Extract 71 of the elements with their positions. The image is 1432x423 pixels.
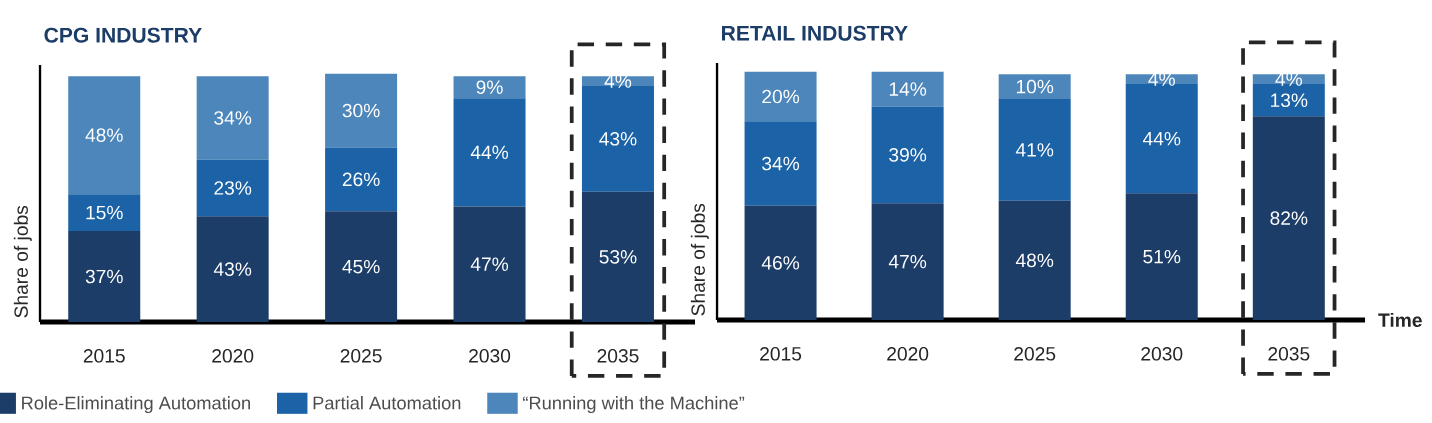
x-tick-label: 2015 <box>83 349 125 363</box>
data-label: 46% <box>761 256 800 270</box>
bar <box>196 216 269 322</box>
x-axis-title: Time <box>1378 312 1422 328</box>
data-label: 14% <box>889 82 927 96</box>
data-label: 44% <box>1142 131 1181 146</box>
bar <box>744 71 817 122</box>
x-tick-label: 2035 <box>597 349 639 363</box>
data-label: 13% <box>1271 93 1308 108</box>
data-label: 15% <box>86 205 123 220</box>
data-label: 34% <box>762 156 800 171</box>
data-label: 48% <box>1015 253 1054 268</box>
legend-label: Partial Automation <box>313 396 461 410</box>
data-label: 43% <box>213 262 252 276</box>
bar <box>871 106 944 204</box>
data-label: 53% <box>599 250 637 264</box>
bar <box>1125 84 1198 194</box>
bar <box>1252 116 1325 320</box>
bar <box>1252 84 1325 117</box>
data-label: 34% <box>214 111 252 125</box>
data-label: 9% <box>476 80 503 94</box>
data-label: 30% <box>342 103 380 118</box>
data-label: 45% <box>342 259 380 274</box>
chart-title: CPG INDUSTRY <box>44 27 202 43</box>
bar <box>196 159 269 217</box>
bar <box>325 73 398 148</box>
bar <box>998 200 1071 320</box>
bar <box>1125 193 1198 320</box>
data-label: 47% <box>470 257 509 271</box>
bar <box>453 98 526 207</box>
data-label: 51% <box>1143 249 1181 264</box>
data-label: 20% <box>762 89 800 104</box>
bar <box>325 211 398 322</box>
data-label: 48% <box>85 128 123 142</box>
bar <box>196 76 269 160</box>
bar <box>871 71 944 107</box>
x-tick-label: 2030 <box>469 349 511 363</box>
x-tick-label: 2015 <box>760 347 802 361</box>
y-axis-title: Share of jobs <box>13 205 32 318</box>
data-label: 82% <box>1270 211 1308 225</box>
bar <box>998 74 1071 99</box>
bar <box>68 231 141 322</box>
x-tick-label: 2035 <box>1268 347 1310 361</box>
bar <box>68 194 141 232</box>
data-label: 47% <box>888 254 927 269</box>
bar <box>744 205 817 320</box>
data-label: 37% <box>85 269 123 284</box>
data-label: 26% <box>342 172 380 187</box>
bar <box>68 76 141 195</box>
x-tick-label: 2025 <box>1014 347 1056 361</box>
legend-label: Role-Eliminating Automation <box>22 396 250 414</box>
x-tick-label: 2030 <box>1141 347 1183 361</box>
y-axis-title: Share of jobs <box>690 203 709 316</box>
bar <box>581 191 654 322</box>
data-label: 44% <box>470 145 509 160</box>
legend-label: “Running with the Machine” <box>523 396 745 414</box>
x-tick-label: 2020 <box>212 349 254 363</box>
bar <box>325 147 398 212</box>
chart-title: RETAIL INDUSTRY <box>722 25 908 41</box>
data-label: 41% <box>1015 143 1054 157</box>
data-label: 43% <box>599 132 637 146</box>
bar <box>998 98 1071 201</box>
x-tick-label: 2025 <box>340 349 382 363</box>
x-tick-label: 2020 <box>887 347 929 361</box>
bar <box>871 203 944 320</box>
bar <box>744 121 817 206</box>
data-label: 10% <box>1016 79 1054 94</box>
bar <box>453 206 526 322</box>
bar <box>453 76 526 99</box>
data-label: 39% <box>889 148 927 162</box>
data-label: 23% <box>214 181 252 195</box>
